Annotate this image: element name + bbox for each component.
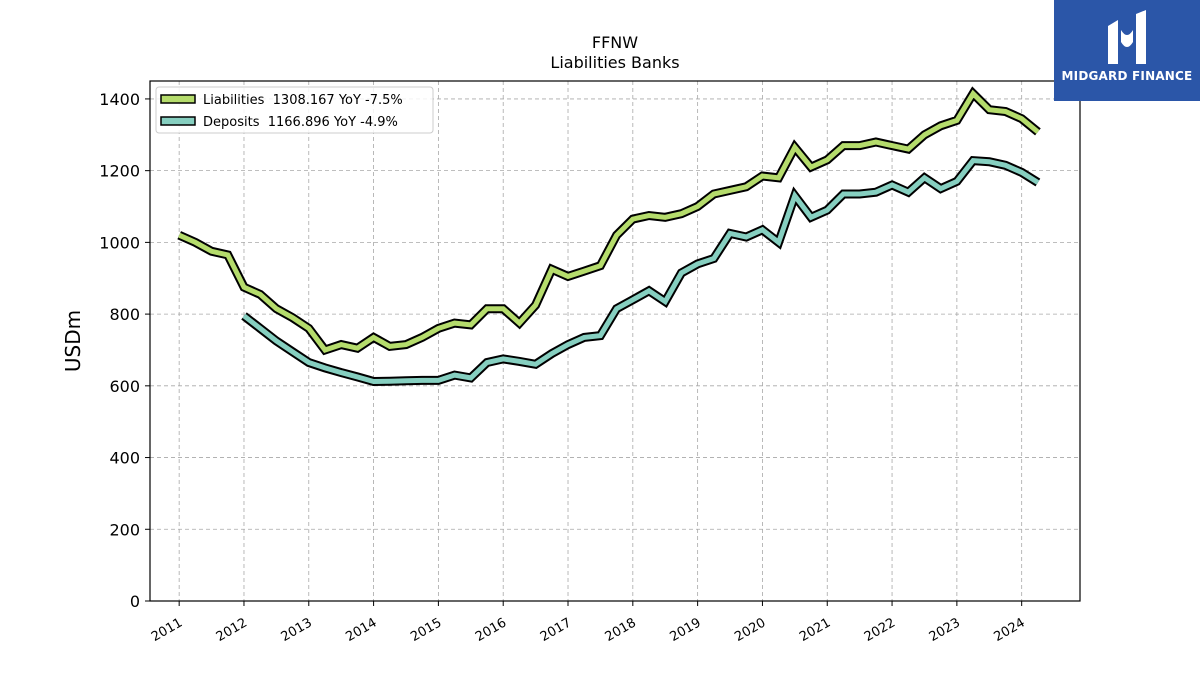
y-tick-label: 1400 [99, 90, 140, 109]
x-tick-label: 2019 [667, 615, 703, 645]
y-tick-label: 0 [130, 592, 140, 611]
series-liabilities [177, 86, 1041, 356]
x-tick-label: 2021 [797, 615, 833, 645]
y-tick-label: 600 [109, 377, 140, 396]
y-tick-label: 1200 [99, 162, 140, 181]
y-tick-label: 200 [109, 520, 140, 539]
legend-label-liabilities: Liabilities 1308.167 YoY -7.5% [203, 93, 403, 108]
legend-swatch-liabilities [160, 94, 196, 104]
series-deposits [241, 155, 1041, 387]
y-axis: 0 200 400 600 800 1000 1200 1400 [99, 90, 150, 611]
x-tick-label: 2023 [927, 615, 963, 645]
x-tick-label: 2013 [279, 615, 315, 645]
legend: Liabilities 1308.167 YoY -7.5% Deposits … [155, 86, 434, 134]
chart-title: FFNW [592, 33, 638, 52]
legend-swatch-deposits [160, 116, 196, 126]
y-tick-label: 1000 [99, 233, 140, 252]
legend-label-deposits: Deposits 1166.896 YoY -4.9% [203, 115, 398, 130]
plot-frame [149, 80, 1081, 602]
x-tick-label: 2015 [408, 615, 444, 645]
x-tick-label: 2014 [343, 615, 379, 645]
x-tick-label: 2012 [214, 615, 250, 645]
series-line [242, 158, 1040, 385]
x-tick-label: 2022 [862, 615, 898, 645]
x-tick-label: 2016 [473, 615, 509, 645]
x-tick-label: 2018 [603, 615, 639, 645]
midgard-logo-icon [1108, 10, 1146, 64]
grid [150, 81, 1080, 602]
y-tick-label: 400 [109, 449, 140, 468]
brand-name: MIDGARD FINANCE [1061, 69, 1193, 83]
y-axis-label: USDm [61, 310, 85, 372]
x-tick-label: 2017 [538, 615, 574, 645]
y-tick-label: 800 [109, 305, 140, 324]
legend-box [155, 86, 434, 134]
series-line [178, 89, 1040, 353]
x-tick-label: 2011 [149, 615, 185, 645]
x-axis: 2011 2012 2013 2014 2015 2016 2017 2018 2019 2020… [149, 601, 1028, 645]
series-layer [177, 86, 1041, 387]
x-tick-label: 2020 [732, 615, 768, 645]
x-tick-label: 2024 [992, 615, 1028, 645]
chart-subtitle: Liabilities Banks [550, 53, 679, 72]
brand-logo: MIDGARD FINANCE [1054, 0, 1200, 101]
